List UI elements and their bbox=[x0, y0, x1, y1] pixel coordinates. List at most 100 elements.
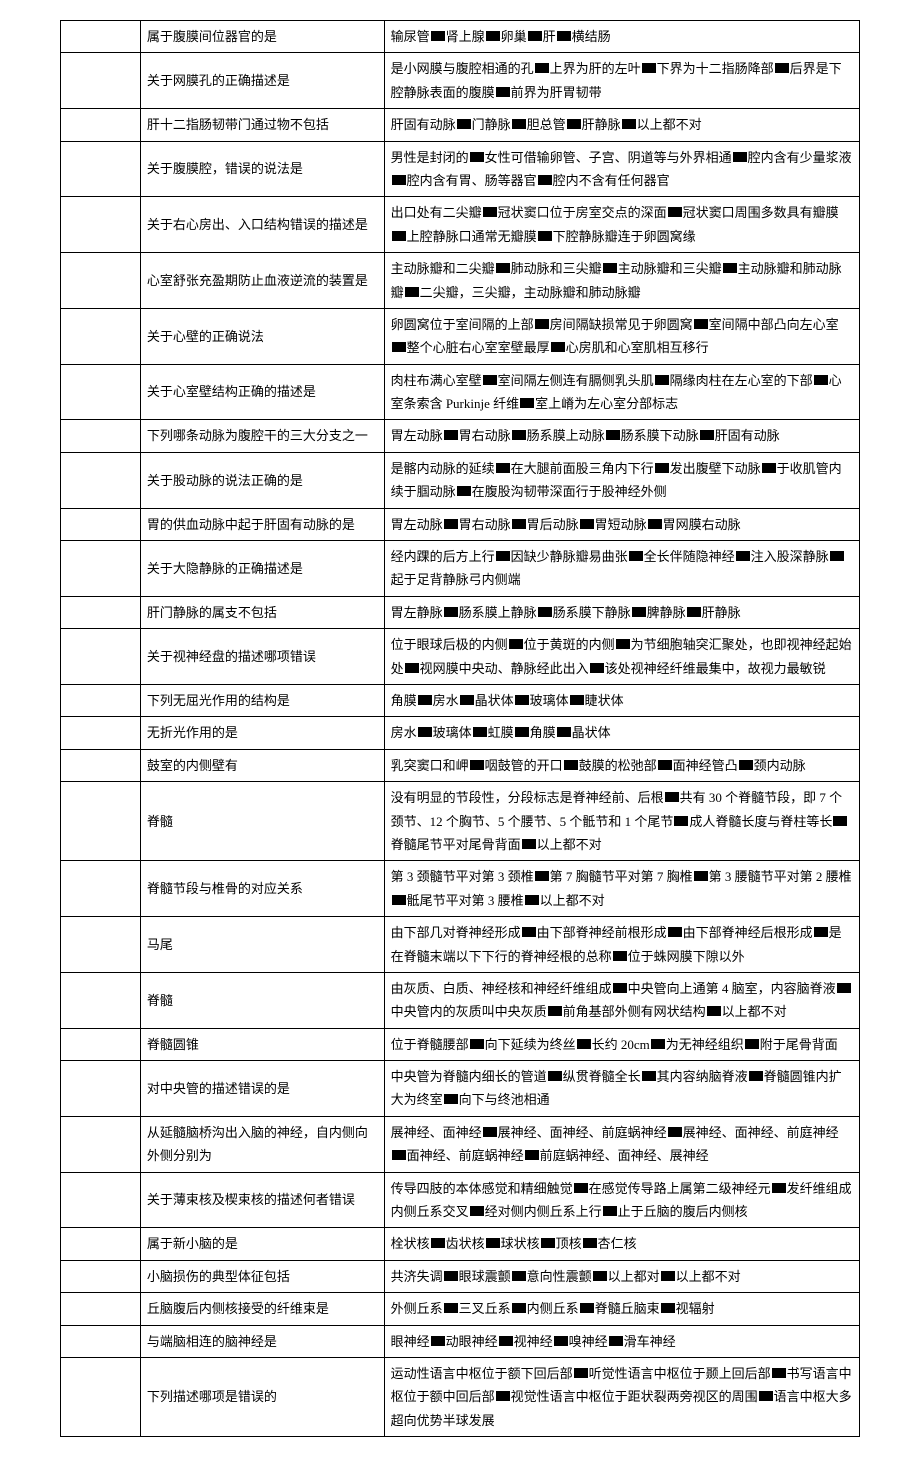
separator-icon bbox=[486, 1238, 500, 1248]
separator-icon bbox=[470, 1039, 484, 1049]
question-cell: 脊髓节段与椎骨的对应关系 bbox=[140, 861, 384, 917]
separator-icon bbox=[528, 31, 542, 41]
empty-cell bbox=[61, 420, 141, 452]
answer-cell: 输尿管肾上腺卵巢肝横结肠 bbox=[384, 21, 859, 53]
question-cell: 无折光作用的是 bbox=[140, 717, 384, 749]
separator-icon bbox=[629, 551, 643, 561]
question-cell: 脊髓 bbox=[140, 972, 384, 1028]
separator-icon bbox=[694, 871, 708, 881]
separator-icon bbox=[522, 839, 536, 849]
separator-icon bbox=[833, 816, 847, 826]
separator-icon bbox=[512, 430, 526, 440]
question-cell: 对中央管的描述错误的是 bbox=[140, 1061, 384, 1117]
separator-icon bbox=[444, 430, 458, 440]
table-row: 脊髓没有明显的节段性，分段标志是脊神经前、后根共有 30 个脊髓节段，即 7 个… bbox=[61, 782, 860, 861]
separator-icon bbox=[609, 1336, 623, 1346]
separator-icon bbox=[392, 231, 406, 241]
question-cell: 关于网膜孔的正确描述是 bbox=[140, 53, 384, 109]
answer-cell: 男性是封闭的女性可借输卵管、子宫、阴道等与外界相通腔内含有少量浆液腔内含有胃、肠… bbox=[384, 141, 859, 197]
question-cell: 关于股动脉的说法正确的是 bbox=[140, 452, 384, 508]
empty-cell bbox=[61, 717, 141, 749]
table-row: 小脑损伤的典型体征包括共济失调眼球震颤意向性震颤以上都对以上都不对 bbox=[61, 1260, 860, 1292]
empty-cell bbox=[61, 596, 141, 628]
table-row: 与端脑相连的脑神经是眼神经动眼神经视神经嗅神经滑车神经 bbox=[61, 1325, 860, 1357]
separator-icon bbox=[583, 1238, 597, 1248]
table-row: 下列无屈光作用的结构是角膜房水晶状体玻璃体睫状体 bbox=[61, 684, 860, 716]
answer-cell: 胃左动脉胃右动脉肠系膜上动脉肠系膜下动脉肝固有动脉 bbox=[384, 420, 859, 452]
separator-icon bbox=[392, 1150, 406, 1160]
separator-icon bbox=[470, 1206, 484, 1216]
separator-icon bbox=[814, 927, 828, 937]
separator-icon bbox=[661, 1303, 675, 1313]
table-row: 关于右心房出、入口结构错误的描述是出口处有二尖瓣冠状窦口位于房室交点的深面冠状窦… bbox=[61, 197, 860, 253]
separator-icon bbox=[772, 1368, 786, 1378]
answer-cell: 是髂内动脉的延续在大腿前面股三角内下行发出腹壁下动脉于收肌管内续于腘动脉在腹股沟… bbox=[384, 452, 859, 508]
question-cell: 心室舒张充盈期防止血液逆流的装置是 bbox=[140, 253, 384, 309]
answer-cell: 眼神经动眼神经视神经嗅神经滑车神经 bbox=[384, 1325, 859, 1357]
answer-cell: 乳突窦口和岬咽鼓管的开口鼓膜的松弛部面神经管凸颈内动脉 bbox=[384, 749, 859, 781]
empty-cell bbox=[61, 861, 141, 917]
question-cell: 关于心壁的正确说法 bbox=[140, 308, 384, 364]
separator-icon bbox=[574, 1183, 588, 1193]
table-row: 关于大隐静脉的正确描述是经内踝的后方上行因缺少静脉瓣易曲张全长伴随隐神经注入股深… bbox=[61, 541, 860, 597]
answer-cell: 房水玻璃体虹膜角膜晶状体 bbox=[384, 717, 859, 749]
separator-icon bbox=[512, 1303, 526, 1313]
empty-cell bbox=[61, 782, 141, 861]
empty-cell bbox=[61, 197, 141, 253]
separator-icon bbox=[470, 152, 484, 162]
empty-cell bbox=[61, 684, 141, 716]
separator-icon bbox=[661, 1271, 675, 1281]
table-row: 心室舒张充盈期防止血液逆流的装置是主动脉瓣和二尖瓣肺动脉和三尖瓣主动脉瓣和三尖瓣… bbox=[61, 253, 860, 309]
separator-icon bbox=[496, 263, 510, 273]
separator-icon bbox=[548, 1071, 562, 1081]
table-row: 关于心室壁结构正确的描述是肉柱布满心室壁室间隔左侧连有膈侧乳头肌隔缘肉柱在左心室… bbox=[61, 364, 860, 420]
separator-icon bbox=[613, 951, 627, 961]
separator-icon bbox=[444, 1271, 458, 1281]
separator-icon bbox=[642, 1071, 656, 1081]
empty-cell bbox=[61, 1293, 141, 1325]
question-cell: 脊髓 bbox=[140, 782, 384, 861]
empty-cell bbox=[61, 1357, 141, 1436]
separator-icon bbox=[418, 695, 432, 705]
table-row: 肝十二指肠韧带门通过物不包括肝固有动脉门静脉胆总管肝静脉以上都不对 bbox=[61, 109, 860, 141]
separator-icon bbox=[512, 119, 526, 129]
separator-icon bbox=[483, 375, 497, 385]
separator-icon bbox=[658, 760, 672, 770]
separator-icon bbox=[632, 607, 646, 617]
separator-icon bbox=[486, 31, 500, 41]
separator-icon bbox=[648, 519, 662, 529]
separator-icon bbox=[444, 1303, 458, 1313]
table-row: 肝门静脉的属支不包括胃左静脉肠系膜上静脉肠系膜下静脉脾静脉肝静脉 bbox=[61, 596, 860, 628]
separator-icon bbox=[622, 119, 636, 129]
separator-icon bbox=[723, 263, 737, 273]
question-cell: 属于腹膜间位器官的是 bbox=[140, 21, 384, 53]
separator-icon bbox=[557, 31, 571, 41]
separator-icon bbox=[405, 663, 419, 673]
question-cell: 关于心室壁结构正确的描述是 bbox=[140, 364, 384, 420]
table-row: 属于新小脑的是栓状核齿状核球状核顶核杏仁核 bbox=[61, 1228, 860, 1260]
table-row: 关于股动脉的说法正确的是是髂内动脉的延续在大腿前面股三角内下行发出腹壁下动脉于收… bbox=[61, 452, 860, 508]
question-cell: 关于大隐静脉的正确描述是 bbox=[140, 541, 384, 597]
empty-cell bbox=[61, 749, 141, 781]
table-row: 无折光作用的是房水玻璃体虹膜角膜晶状体 bbox=[61, 717, 860, 749]
table-row: 从延髓脑桥沟出入脑的神经，自内侧向外侧分别为展神经、面神经展神经、面神经、前庭蜗… bbox=[61, 1116, 860, 1172]
separator-icon bbox=[499, 1336, 513, 1346]
separator-icon bbox=[668, 1127, 682, 1137]
empty-cell bbox=[61, 508, 141, 540]
answer-cell: 共济失调眼球震颤意向性震颤以上都对以上都不对 bbox=[384, 1260, 859, 1292]
separator-icon bbox=[668, 927, 682, 937]
separator-icon bbox=[392, 342, 406, 352]
question-cell: 与端脑相连的脑神经是 bbox=[140, 1325, 384, 1357]
separator-icon bbox=[694, 319, 708, 329]
question-cell: 鼓室的内侧壁有 bbox=[140, 749, 384, 781]
separator-icon bbox=[392, 175, 406, 185]
answer-cell: 角膜房水晶状体玻璃体睫状体 bbox=[384, 684, 859, 716]
separator-icon bbox=[590, 663, 604, 673]
separator-icon bbox=[541, 1238, 555, 1248]
separator-icon bbox=[444, 607, 458, 617]
separator-icon bbox=[538, 175, 552, 185]
answer-cell: 中央管为脊髓内细长的管道纵贯脊髓全长其内容纳脑脊液脊髓圆锥内扩大为终室向下与终池… bbox=[384, 1061, 859, 1117]
answer-cell: 胃左动脉胃右动脉胃后动脉胃短动脉胃网膜右动脉 bbox=[384, 508, 859, 540]
question-cell: 关于视神经盘的描述哪项错误 bbox=[140, 629, 384, 685]
answer-cell: 出口处有二尖瓣冠状窦口位于房室交点的深面冠状窦口周围多数具有瓣膜上腔静脉口通常无… bbox=[384, 197, 859, 253]
